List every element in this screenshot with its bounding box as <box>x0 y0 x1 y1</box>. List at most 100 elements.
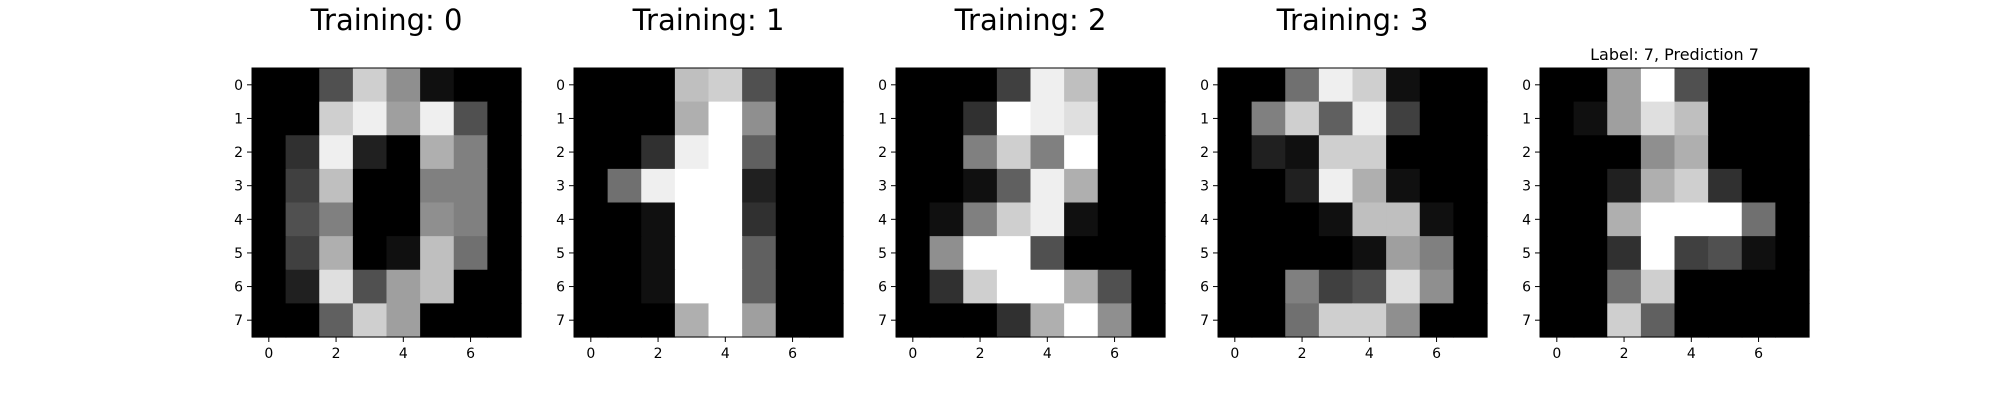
y-tick-label: 2 <box>1200 145 1209 161</box>
pixel-cell <box>386 68 421 103</box>
x-tick-label: 2 <box>654 346 663 362</box>
pixel-cell <box>896 135 931 170</box>
pixel-cell <box>1064 168 1099 204</box>
pixel-cell <box>809 135 844 170</box>
pixel-cell <box>929 269 964 304</box>
pixel-cell <box>1708 168 1743 204</box>
pixel-cell <box>607 303 642 338</box>
x-tick-label: 0 <box>1230 346 1239 362</box>
panel-title: Training: 3 <box>1276 3 1429 37</box>
pixel-cell <box>1218 168 1253 204</box>
pixel-cell <box>674 202 710 237</box>
pixel-cell <box>1352 135 1387 170</box>
panel-title: Training: 0 <box>310 3 463 37</box>
pixel-cell <box>708 303 743 338</box>
pixel-cell <box>1775 269 1810 304</box>
pixel-cell <box>285 236 320 271</box>
y-tick-label: 3 <box>556 179 565 195</box>
pixel-cell <box>1453 269 1488 304</box>
pixel-cell <box>1218 101 1253 136</box>
pixel-cell <box>1318 269 1354 304</box>
y-tick-label: 4 <box>556 212 565 228</box>
pixel-cell <box>1251 168 1286 204</box>
pixel-cell <box>1573 202 1608 237</box>
pixel-cell <box>963 202 998 237</box>
pixel-cell <box>1251 135 1286 170</box>
pixel-cell <box>1453 135 1488 170</box>
panel-title: Label: 7, Prediction 7 <box>1590 45 1759 64</box>
pixel-cell <box>487 101 522 136</box>
pixel-cell <box>1131 135 1166 170</box>
pixel-cell <box>487 135 522 170</box>
pixel-cell <box>1318 68 1354 103</box>
pixel-cell <box>1218 68 1253 103</box>
pixel-cell <box>641 303 676 338</box>
digit-panel-3: Training: 3 0 1 2 3 4 5 6 7 0 2 4 6 <box>1200 3 1488 362</box>
pixel-cell <box>386 135 421 170</box>
pixel-cell <box>420 168 455 204</box>
pixel-cell <box>386 236 421 271</box>
y-tick-label: 0 <box>878 78 887 94</box>
pixel-cell <box>996 135 1032 170</box>
pixel-cell <box>487 202 522 237</box>
pixel-cell <box>1285 202 1320 237</box>
pixel-cell <box>1775 236 1810 271</box>
pixel-cell <box>319 68 354 103</box>
pixel-cell <box>1540 68 1575 103</box>
pixel-cell <box>1419 135 1454 170</box>
x-tick-label: 0 <box>264 346 273 362</box>
pixel-cell <box>1674 303 1709 338</box>
x-tick-label: 6 <box>1432 346 1441 362</box>
pixel-cell <box>1030 202 1065 237</box>
pixel-cell <box>607 68 642 103</box>
pixel-cell <box>1030 68 1065 103</box>
pixel-cell <box>1030 135 1065 170</box>
pixel-cell <box>453 68 488 103</box>
pixel-cell <box>1285 303 1320 338</box>
pixel-cell <box>285 168 320 204</box>
pixel-cell <box>1064 236 1099 271</box>
pixel-cell <box>1352 68 1387 103</box>
pixel-cell <box>708 202 743 237</box>
axes-frame <box>1539 67 1810 338</box>
y-tick-label: 2 <box>556 145 565 161</box>
pixel-cell <box>574 202 609 237</box>
pixel-cell <box>1064 269 1099 304</box>
y-tick-label: 2 <box>234 145 243 161</box>
pixel-cell <box>420 68 455 103</box>
pixel-cell <box>1352 269 1387 304</box>
pixel-cell <box>252 236 287 271</box>
pixel-cell <box>1640 68 1676 103</box>
pixel-cell <box>1640 269 1676 304</box>
pixel-cell <box>1131 202 1166 237</box>
pixel-cell <box>252 303 287 338</box>
pixel-cell <box>352 202 388 237</box>
y-tick-label: 2 <box>1522 145 1531 161</box>
pixel-cell <box>607 101 642 136</box>
y-tick-label: 1 <box>556 111 565 127</box>
digit-panel-4: Label: 7, Prediction 7 0 1 2 3 4 5 6 7 0 2 4 6 <box>1522 45 1810 362</box>
pixel-cell <box>1386 303 1421 338</box>
pixel-cell <box>1030 101 1065 136</box>
pixel-cell <box>775 236 810 271</box>
y-tick-label: 5 <box>878 246 887 262</box>
pixel-cell <box>319 135 354 170</box>
pixel-cell <box>1640 236 1676 271</box>
pixel-cell <box>1640 168 1676 204</box>
pixel-cell <box>742 135 777 170</box>
pixel-cell <box>775 269 810 304</box>
pixel-cell <box>1540 303 1575 338</box>
x-tick-label: 4 <box>1043 346 1052 362</box>
pixel-cell <box>1741 101 1776 136</box>
pixel-cell <box>386 303 421 338</box>
pixel-cell <box>1540 135 1575 170</box>
pixel-cell <box>708 168 743 204</box>
pixel-cell <box>487 168 522 204</box>
pixel-cell <box>809 68 844 103</box>
y-tick-label: 0 <box>556 78 565 94</box>
pixel-cell <box>285 101 320 136</box>
pixel-cell <box>1251 68 1286 103</box>
pixel-cell <box>896 101 931 136</box>
pixel-cell <box>708 101 743 136</box>
digit-panel-1: Training: 1 0 1 2 3 4 5 6 7 0 2 4 6 <box>556 3 844 362</box>
